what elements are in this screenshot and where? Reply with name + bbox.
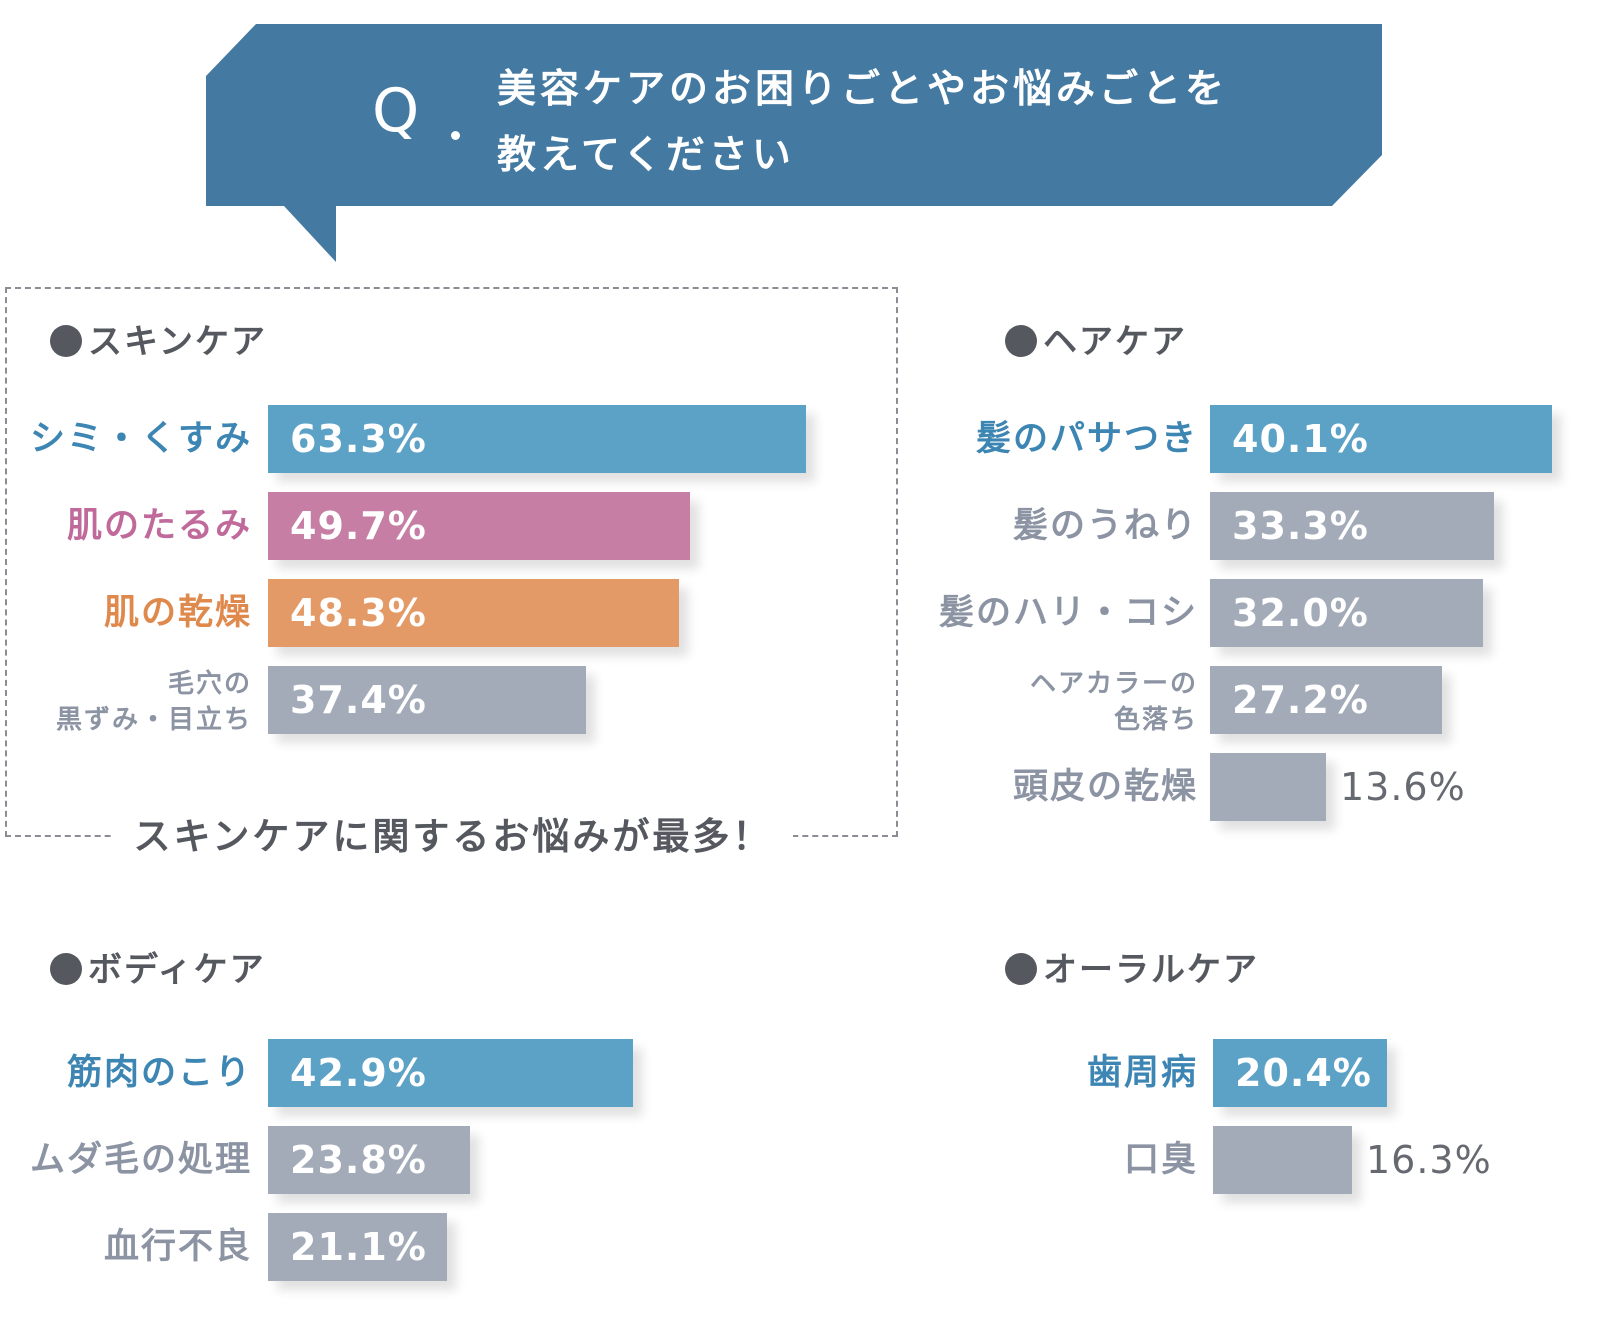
bullet-icon [50,953,82,985]
oralcare-value-label: 20.4% [1235,1051,1372,1095]
bodycare-value-label: 42.9% [290,1051,427,1095]
haircare-bar [1210,666,1442,734]
question-banner [206,24,1382,262]
haircare-value-label: 27.2% [1232,678,1369,722]
question-mark: Q [372,76,420,146]
oralcare-category-label: 歯周病 [1086,1053,1198,1093]
haircare-value-label: 33.3% [1232,504,1369,548]
skincare-value-label: 63.3% [290,417,427,461]
question-text: 美容ケアのお困りごとやお悩みごとを 教えてください [497,57,1337,189]
haircare-bar [1210,579,1483,647]
skincare-category-label: 毛穴の 黒ずみ・目立ち [55,669,252,735]
bullet-icon [1005,953,1037,985]
oralcare-category-label: 口臭 [1123,1140,1198,1180]
oralcare-bar [1213,1126,1352,1194]
haircare-title-text: ヘアケア [1043,322,1187,362]
bodycare-title-text: ボディケア [88,950,266,990]
haircare-value-label: 40.1% [1232,417,1369,461]
skincare-highlight-box [5,287,898,837]
haircare-value-label: 32.0% [1232,591,1369,635]
speech-bubble [206,24,1382,262]
haircare-title: ヘアケア [1005,322,1187,362]
haircare-value-label: 13.6% [1340,765,1466,809]
bullet-icon [1005,325,1037,357]
question-dot [451,131,460,140]
haircare-category-label: 頭皮の乾燥 [1012,767,1198,807]
skincare-bar [268,579,679,647]
question-line-2: 教えてください [497,133,795,178]
bodycare-bar [268,1126,470,1194]
skincare-bar [268,405,806,473]
oralcare-title-text: オーラルケア [1043,950,1259,990]
skincare-category-label: シミ・くすみ [29,419,252,459]
bullet-icon [50,325,82,357]
haircare-category-label: 髪のパサつき [975,419,1198,459]
skincare-category-label: 肌の乾燥 [103,593,252,633]
bodycare-value-label: 21.1% [290,1225,427,1269]
skincare-value-label: 37.4% [290,678,427,722]
haircare-bar [1210,492,1494,560]
question-line-1: 美容ケアのお困りごとやお悩みごとを [497,67,1229,112]
skincare-value-label: 49.7% [290,504,427,548]
skincare-category-label: 肌のたるみ [66,506,252,546]
bodycare-bar [268,1213,447,1281]
skincare-bar [268,666,586,734]
haircare-category-label: ヘアカラーの 色落ち [1029,669,1198,735]
bodycare-title: ボディケア [50,950,266,990]
haircare-category-label: 髪のハリ・コシ [938,593,1198,633]
oralcare-value-label: 16.3% [1366,1138,1492,1182]
bodycare-bar [268,1039,633,1107]
haircare-bar [1210,405,1552,473]
bodycare-value-label: 23.8% [290,1138,427,1182]
haircare-bar [1210,753,1326,821]
bodycare-category-label: 筋肉のこり [66,1053,252,1093]
skincare-title-text: スキンケア [88,322,267,362]
skincare-value-label: 48.3% [290,591,427,635]
skincare-bar [268,492,690,560]
oralcare-bar [1213,1039,1387,1107]
skincare-title: スキンケア [50,322,267,362]
haircare-category-label: 髪のうねり [1012,506,1198,546]
bodycare-category-label: 血行不良 [103,1227,252,1267]
oralcare-title: オーラルケア [1005,950,1259,990]
bodycare-category-label: ムダ毛の処理 [29,1140,252,1180]
highlight-caption: スキンケアに関するお悩みが最多！ [113,812,793,862]
